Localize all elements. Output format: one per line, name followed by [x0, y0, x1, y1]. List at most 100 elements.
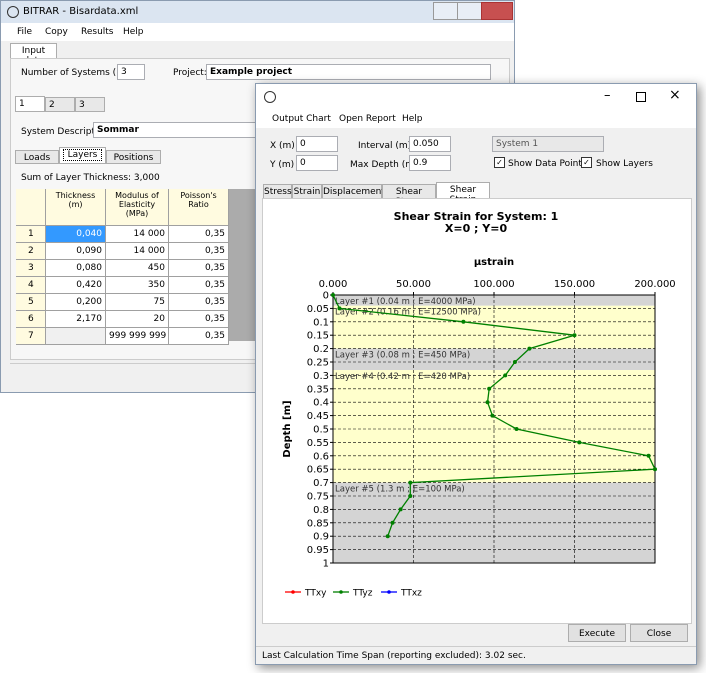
table-cell[interactable]: 0,35: [169, 294, 229, 311]
table-cell[interactable]: 0,200: [46, 294, 106, 311]
table-cell[interactable]: 14 000: [106, 243, 169, 260]
data-point: [503, 373, 508, 378]
table-cell[interactable]: 0,35: [169, 260, 229, 277]
data-point: [653, 467, 657, 472]
label: Y (m): [270, 160, 295, 170]
table-cell[interactable]: 0,35: [169, 277, 229, 294]
project-input[interactable]: Example project: [206, 64, 491, 80]
tab[interactable]: Shear Strain: [436, 182, 490, 205]
row-header: 7: [16, 328, 46, 345]
y-tick-label: 0.9: [313, 532, 329, 543]
column-header[interactable]: Modulus of Elasticity (MPa): [106, 189, 169, 226]
menu-bar: [1, 23, 514, 41]
menu-item[interactable]: File: [17, 27, 33, 37]
row-header: 3: [16, 260, 46, 277]
x-tick-label: 100.000: [473, 279, 514, 290]
data-point: [408, 480, 413, 485]
menu-item[interactable]: Help: [402, 114, 423, 124]
checkbox[interactable]: ✓: [494, 157, 505, 168]
column-header[interactable]: Thickness (m): [46, 189, 106, 226]
chart-title: Shear Strain for System: 1: [394, 210, 559, 223]
table-cell[interactable]: 0,35: [169, 311, 229, 328]
table-cell[interactable]: 2,170: [46, 311, 106, 328]
label: System Description:: [21, 127, 112, 137]
maximize-button[interactable]: [457, 2, 483, 20]
table-cell[interactable]: 0,080: [46, 260, 106, 277]
label: Interval (m): [358, 141, 412, 151]
label: Sum of Layer Thickness: 3,000: [21, 173, 160, 183]
legend-marker: [387, 590, 391, 594]
close-button[interactable]: ×: [669, 87, 681, 103]
layer-band: [333, 348, 655, 371]
interval-spinner[interactable]: 0.050: [409, 136, 451, 152]
data-point: [572, 333, 577, 338]
data-point: [331, 293, 335, 297]
data-point: [408, 494, 413, 498]
tab[interactable]: Strain: [292, 184, 322, 199]
layer-label: Layer #3 (0.08 m ; E=450 MPa): [335, 351, 470, 361]
maximize-button[interactable]: [636, 92, 646, 102]
minimize-button[interactable]: [433, 2, 459, 20]
table-cell[interactable]: 0,090: [46, 243, 106, 260]
row-header: 2: [16, 243, 46, 260]
y-tick-label: 0.3: [313, 371, 329, 382]
table-cell[interactable]: 450: [106, 260, 169, 277]
menu-item[interactable]: Copy: [45, 27, 68, 37]
minimize-button[interactable]: –: [604, 88, 611, 103]
y-tick-label: 0.05: [307, 304, 329, 315]
data-point: [461, 319, 466, 324]
y-tick-label: 0.1: [313, 317, 329, 328]
y-tick-label: 0.85: [307, 518, 329, 529]
tab[interactable]: Stress: [263, 184, 292, 199]
title-bar: [1, 1, 514, 23]
tab[interactable]: 2: [45, 97, 75, 112]
y-input[interactable]: 0: [296, 155, 338, 171]
table-cell[interactable]: 0,35: [169, 226, 229, 243]
y-tick-label: 0: [323, 291, 329, 302]
tab[interactable]: 3: [75, 97, 105, 112]
table-cell[interactable]: 0,35: [169, 243, 229, 260]
close-button[interactable]: Close: [630, 624, 688, 642]
tab[interactable]: Loads: [15, 150, 59, 164]
close-button[interactable]: [481, 2, 513, 20]
execute-button[interactable]: Execute: [568, 624, 626, 642]
status-bar: [256, 646, 696, 666]
table-cell[interactable]: 999 999 999: [106, 328, 169, 345]
table-cell[interactable]: 14 000: [106, 226, 169, 243]
y-tick-label: 0.4: [313, 398, 329, 409]
corner: [16, 189, 46, 226]
tab[interactable]: 1: [15, 96, 45, 112]
menu-item[interactable]: Open Report: [339, 114, 396, 124]
tab[interactable]: Shear Stress: [382, 184, 436, 207]
menu-item[interactable]: Output Chart: [272, 114, 331, 124]
tab[interactable]: Displacement: [322, 184, 385, 199]
table-cell[interactable]: 350: [106, 277, 169, 294]
y-tick-label: 0.35: [307, 384, 329, 395]
x-input[interactable]: 0: [296, 136, 338, 152]
table-cell[interactable]: 0,040: [46, 226, 106, 243]
y-axis-label: Depth [m]: [282, 400, 293, 457]
menu-item[interactable]: Results: [81, 27, 114, 37]
checkbox[interactable]: ✓: [581, 157, 592, 168]
menu-item[interactable]: Help: [123, 27, 144, 37]
depth-spinner[interactable]: 0.9: [409, 155, 451, 171]
table-cell[interactable]: 75: [106, 294, 169, 311]
systems-spinner[interactable]: 3: [117, 64, 145, 80]
tab[interactable]: Input data: [10, 43, 57, 66]
data-point: [398, 507, 403, 512]
table-cell[interactable]: 0,35: [169, 328, 229, 345]
y-tick-label: 0.15: [307, 331, 329, 342]
label: Number of Systems (1-10): [21, 68, 141, 78]
system-combo[interactable]: System 1: [492, 136, 604, 152]
y-tick-label: 0.5: [313, 425, 329, 436]
table-cell[interactable]: [46, 328, 106, 345]
table-cell[interactable]: 0,420: [46, 277, 106, 294]
chart-subtitle: X=0 ; Y=0: [445, 222, 508, 235]
tab[interactable]: Positions: [106, 150, 161, 164]
data-point: [487, 386, 492, 391]
tab[interactable]: Layers: [59, 147, 106, 164]
column-header[interactable]: Poisson's Ratio: [169, 189, 229, 226]
table-cell[interactable]: 20: [106, 311, 169, 328]
data-point: [577, 440, 582, 445]
